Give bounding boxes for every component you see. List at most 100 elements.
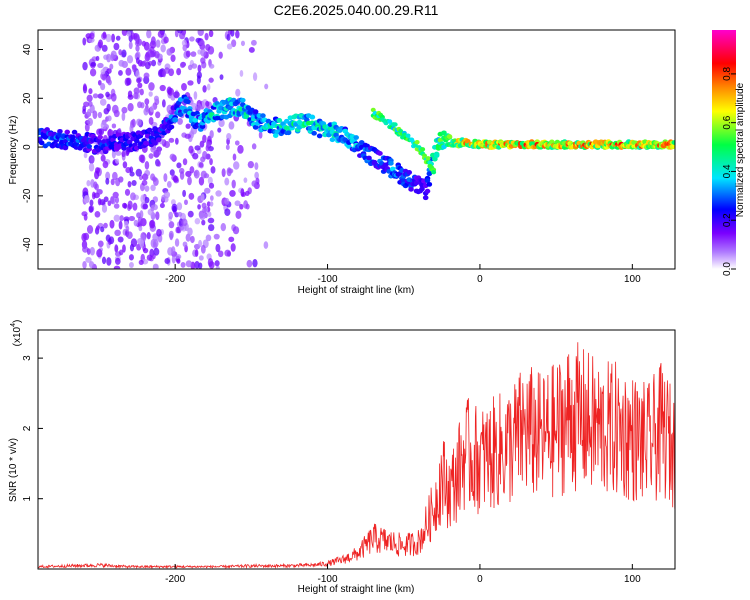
heatmap-cell (248, 47, 255, 53)
heatmap-cell (239, 70, 244, 77)
heatmap-cell (224, 208, 231, 216)
heatmap-cell (252, 109, 259, 115)
heatmap-cell (424, 188, 431, 194)
heatmap-cell (133, 92, 139, 100)
heatmap-cell (422, 195, 429, 201)
x-tick-label: 100 (624, 274, 641, 285)
heatmap-cell (193, 91, 198, 100)
x-tick-label: -100 (318, 574, 338, 585)
heatmap-cell (135, 57, 140, 64)
heatmap-cell (214, 260, 220, 267)
heatmap-cell (199, 140, 205, 148)
heatmap-cell (219, 74, 224, 80)
heatmap-cell (182, 158, 188, 166)
heatmap-cell (129, 171, 135, 177)
heatmap-cell (113, 214, 121, 222)
heatmap-cell (86, 180, 91, 187)
heatmap-cell (89, 246, 95, 256)
heatmap-cell (98, 39, 103, 49)
heatmap-cell (88, 101, 93, 107)
heatmap-cell (177, 118, 183, 125)
heatmap-cell (159, 202, 165, 209)
heatmap-cell (175, 254, 182, 260)
heatmap-cell (425, 156, 431, 161)
heatmap-cell (95, 167, 100, 174)
y-tick-label: 0 (22, 144, 33, 150)
heatmap-cell (182, 189, 187, 198)
heatmap-cell (169, 153, 176, 161)
heatmap-cell (246, 259, 253, 268)
heatmap-cell (366, 155, 372, 161)
heatmap-cell (202, 134, 207, 143)
heatmap-cell (201, 219, 206, 226)
heatmap-cell (135, 44, 140, 52)
y-tick-label: 1 (22, 495, 33, 501)
heatmap-cell (86, 108, 92, 118)
heatmap-cell (208, 63, 215, 69)
x-tick-label: 100 (624, 574, 641, 585)
heatmap-cell (263, 241, 269, 249)
heatmap-cell (100, 82, 106, 91)
heatmap-cell (111, 123, 117, 129)
heatmap-cell (181, 82, 187, 91)
heatmap-cell (83, 152, 88, 159)
heatmap-cell (424, 178, 431, 183)
heatmap-cell (204, 32, 209, 41)
heatmap-cell (97, 62, 104, 69)
snr-y-ticks: 1 2 3 (22, 355, 43, 501)
heatmap-cell (346, 144, 352, 149)
heatmap-cell (114, 244, 119, 253)
x-tick-label: 0 (477, 574, 483, 585)
heatmap-cell (110, 178, 115, 186)
heatmap-cell (168, 68, 175, 77)
heatmap-cell (128, 254, 134, 261)
y-tick-label: 40 (22, 44, 33, 56)
heatmap-cell (156, 228, 162, 237)
heatmap-cell (115, 35, 121, 41)
heatmap-cell (187, 227, 193, 236)
heatmap-cell (94, 210, 101, 218)
heatmap-cell (149, 105, 155, 113)
heatmap-cell (152, 263, 159, 269)
heatmap-cell (97, 198, 102, 206)
heatmap-cell (110, 50, 117, 60)
heatmap-cell (97, 240, 104, 248)
heatmap-cell (113, 203, 120, 209)
heatmap-cell (243, 114, 250, 120)
heatmap-cell (143, 72, 150, 79)
heatmap-cell (144, 185, 150, 192)
heatmap-cell (170, 54, 176, 63)
heatmap-cell (127, 180, 132, 188)
heatmap-cell (89, 68, 97, 77)
heatmap-cell (126, 31, 132, 37)
heatmap-cell (175, 226, 181, 234)
heatmap-cell (102, 160, 109, 169)
heatmap-cell (185, 170, 192, 178)
heatmap-cell (137, 101, 143, 109)
heatmap-cell (157, 30, 165, 38)
heatmap-cell (154, 51, 160, 59)
heatmap-cell (82, 260, 87, 269)
heatmap-cell (89, 32, 95, 40)
colorbar: 0.0 0.2 0.4 0.6 0.8 Normalized spectral ampl… (712, 30, 746, 276)
heatmap-cell (100, 68, 106, 75)
heatmap-cell (181, 218, 188, 227)
spectrogram-y-ticks: -40 -20 0 20 40 (22, 44, 43, 252)
heatmap-cell (388, 160, 394, 166)
heatmap-cell (90, 61, 97, 67)
heatmap-cell (71, 129, 78, 135)
heatmap-cell (194, 145, 201, 151)
heatmap-cell (184, 199, 188, 206)
heatmap-cell (150, 238, 156, 248)
heatmap-cell (138, 259, 144, 266)
heatmap-cell (176, 202, 183, 211)
heatmap-cell (353, 135, 359, 140)
heatmap-cell (232, 226, 240, 235)
heatmap-cell (235, 88, 241, 97)
heatmap-cell (135, 70, 140, 79)
heatmap-cell (168, 137, 175, 143)
svg-text:(x104): (x104) (10, 320, 23, 347)
heatmap-cell (192, 117, 199, 123)
heatmap-cell (100, 154, 106, 162)
heatmap-cell (207, 257, 214, 267)
